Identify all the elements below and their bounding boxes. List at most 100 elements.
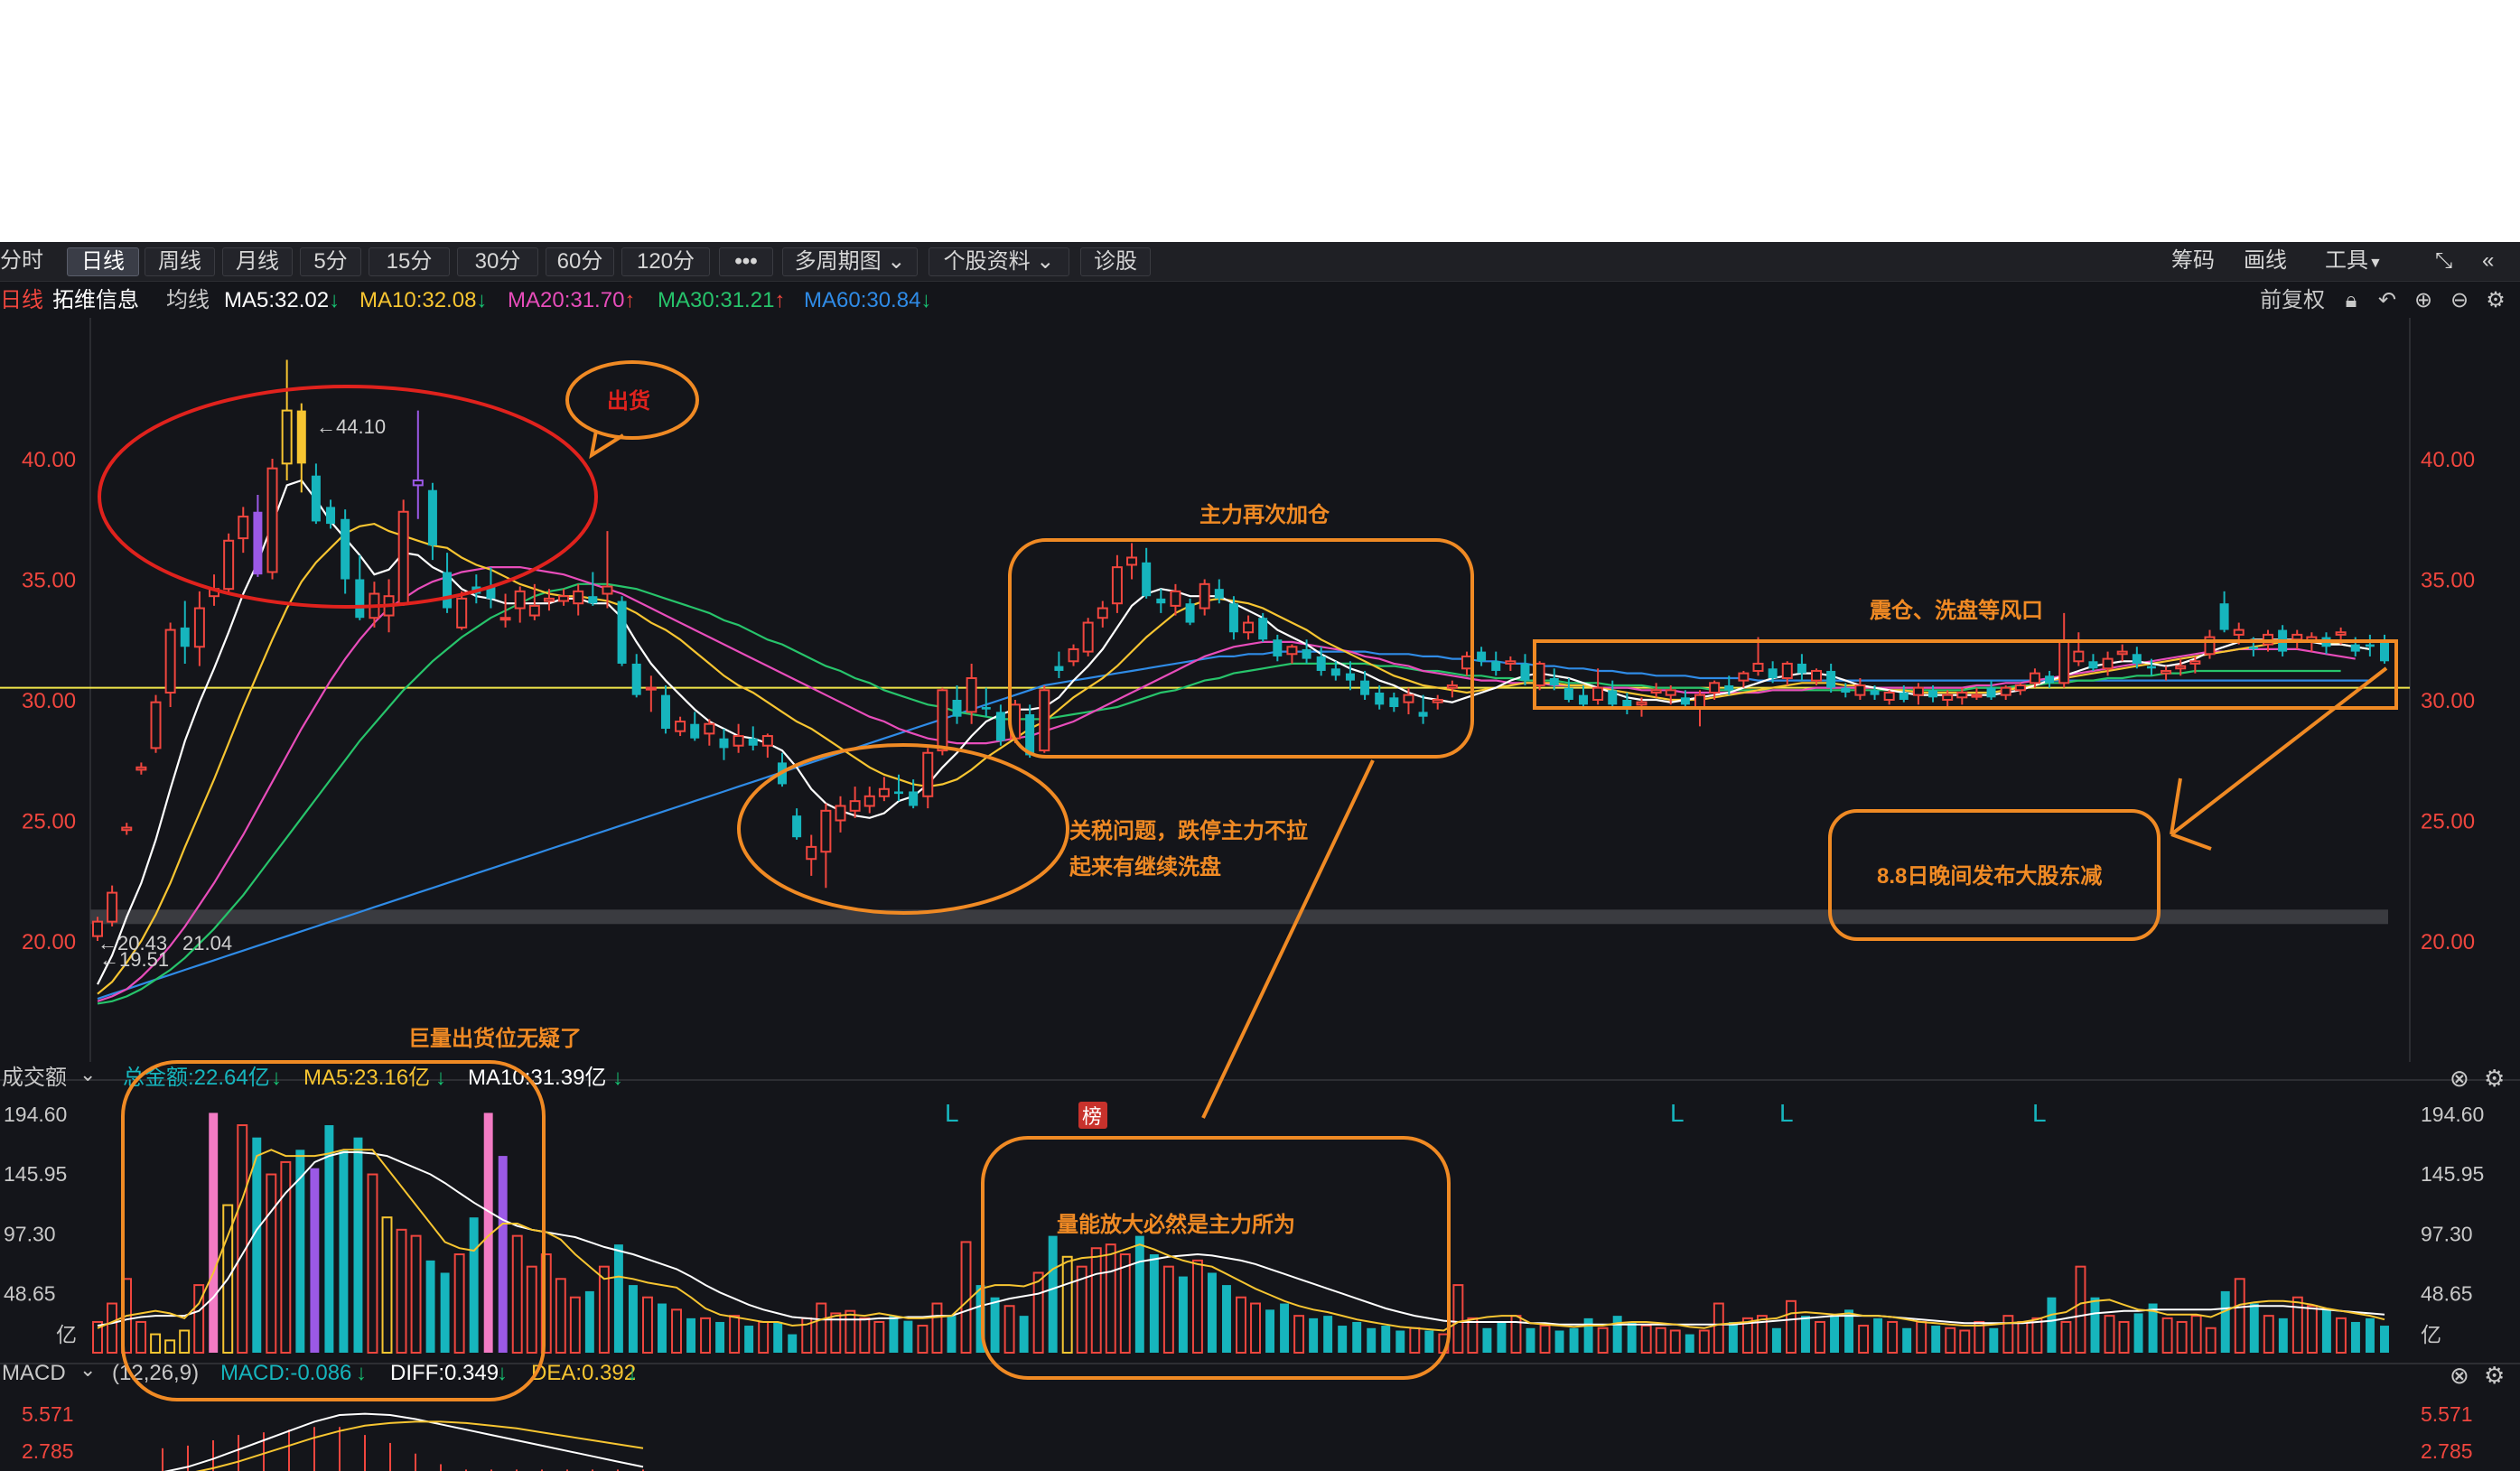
tab-15min[interactable]: 15分 (369, 247, 450, 276)
shakeout-box (1533, 639, 2398, 710)
volume-bar (1916, 1320, 1927, 1355)
volume-bar (960, 1241, 972, 1355)
candle-body (1403, 694, 1414, 703)
candle-body (2350, 644, 2360, 652)
candle-body (1418, 712, 1428, 717)
volume-tick-left: 97.30 (4, 1222, 56, 1245)
tab-weekly[interactable]: 周线 (145, 247, 215, 276)
volume-bar (671, 1308, 682, 1355)
volume-bar (947, 1316, 957, 1353)
volume-ma10: MA10:31.39亿 (468, 1066, 606, 1090)
stock-chart-app: 分时 日线 周线 月线 5分 15分 30分 60分 120分 ••• 多周期图… (0, 242, 2520, 1471)
stock-name: 拓维信息 (52, 288, 139, 312)
candle-body (1228, 603, 1238, 633)
volume-bar (107, 1302, 117, 1354)
ma20-value: MA20:31.70↑ (508, 287, 635, 314)
candle-body (1680, 697, 1690, 705)
volume-bar (1989, 1327, 1999, 1353)
zoom-out-icon[interactable]: ⊖ (2450, 288, 2469, 312)
candle-body (1156, 598, 1166, 604)
candle-body (1622, 700, 1632, 710)
volume-bar (266, 1173, 277, 1354)
tab-intraday[interactable]: 分时 (0, 248, 43, 273)
price-tick-right: 35.00 (2421, 569, 2475, 593)
ma5-text: MA5:32.02 (224, 288, 330, 312)
candle-body (660, 694, 670, 730)
volume-bar (280, 1160, 292, 1355)
volume-bar (1569, 1327, 1579, 1353)
candle-body (1126, 556, 1138, 566)
draw-line-button[interactable]: 画线 (2244, 248, 2287, 273)
stock-info-dropdown[interactable]: 个股资料 ⌄ (929, 247, 1069, 276)
candle-body (253, 511, 263, 575)
tab-120min[interactable]: 120分 (621, 247, 710, 276)
tab-60min[interactable]: 60分 (546, 247, 614, 276)
low-price-label-b: 21.04 (182, 932, 232, 954)
ma-label[interactable]: 均线 (166, 288, 210, 312)
diff-value: DIFF:0.349 (390, 1361, 499, 1385)
volume-bar (917, 1325, 929, 1354)
candle-body (820, 809, 832, 853)
tab-30min[interactable]: 30分 (457, 247, 538, 276)
tariff-label-1: 关税问题，跌停主力不拉 (1069, 818, 1308, 843)
volume-bar (1974, 1320, 1985, 1355)
candle-body (937, 689, 948, 752)
ma5-line (97, 479, 2371, 985)
more-periods-button[interactable]: ••• (719, 247, 773, 276)
candle-body (135, 766, 147, 771)
volume-note-label: 巨量出货位无疑了 (408, 1026, 582, 1051)
zoom-in-icon[interactable]: ⊕ (2413, 288, 2433, 312)
volume-bar (1395, 1330, 1405, 1353)
arrow-up-icon: ↑ (774, 288, 786, 312)
tariff-label-2: 起来有继续洗盘 (1069, 854, 1221, 880)
volume-bar (1222, 1285, 1231, 1353)
volume-bar (1669, 1329, 1681, 1355)
volume-bar (1873, 1317, 1883, 1353)
candle-body (1258, 618, 1268, 640)
candle-body (1185, 603, 1195, 623)
candle-body (1971, 694, 1983, 698)
candle-body (1811, 669, 1823, 682)
macd-value: MACD:-0.086 (220, 1361, 351, 1385)
volume-bar (2176, 1320, 2188, 1355)
volume-bar (2104, 1315, 2115, 1354)
lock-icon[interactable]: 🔒︎ (2345, 288, 2357, 312)
volume-bar (1323, 1316, 1333, 1353)
volume-bar (1452, 1284, 1464, 1354)
candle-body (2233, 628, 2245, 636)
candle-body (558, 595, 570, 602)
volume-bar (2335, 1317, 2347, 1355)
bubble-tail (589, 430, 625, 460)
settings-gear-icon[interactable]: ⚙ (2486, 288, 2506, 312)
volume-bar (1048, 1235, 1058, 1353)
tab-daily[interactable]: 日线 (67, 247, 139, 276)
volume-panel: 成交额 ⌄ 总金额:22.64亿 ↓ MA5:23.16亿 ↓ MA10:31.39亿 ↓ ⊗ ⚙… (0, 1063, 2520, 1355)
volume-bar (1061, 1255, 1073, 1355)
volume-bar (324, 1125, 334, 1353)
event-marker-L: L (1779, 1099, 1794, 1127)
ma30-line (97, 582, 2341, 1005)
arrow-down-icon: ↓ (497, 1361, 508, 1385)
tab-5min[interactable]: 5分 (300, 247, 361, 276)
volume-bar (931, 1302, 943, 1354)
candle-body (1650, 689, 1662, 694)
fullscreen-icon[interactable]: ⤡ (2435, 248, 2453, 273)
undo-icon[interactable]: ↶ (2377, 288, 2397, 312)
multi-period-dropdown[interactable]: 多周期图 ⌄ (782, 247, 918, 276)
adjust-mode[interactable]: 前复权 (2260, 288, 2325, 312)
low-price-label-c: ←19.51 (99, 948, 169, 971)
period-label: 日线 (0, 288, 43, 312)
candle-body (1826, 670, 1836, 688)
volume-bar (353, 1137, 363, 1353)
tools-dropdown[interactable]: 工具▼ (2325, 247, 2401, 275)
chips-button[interactable]: 筹码 (2171, 248, 2215, 273)
support-band (90, 909, 2388, 925)
tab-monthly[interactable]: 月线 (222, 247, 293, 276)
diagnose-button[interactable]: 诊股 (1080, 247, 1151, 276)
candle-body (2146, 666, 2156, 669)
candle-body (193, 607, 205, 648)
volume-bar (410, 1234, 422, 1354)
candle-body (1432, 699, 1443, 703)
volume-bar (2148, 1303, 2158, 1353)
collapse-icon[interactable]: « (2482, 248, 2495, 273)
